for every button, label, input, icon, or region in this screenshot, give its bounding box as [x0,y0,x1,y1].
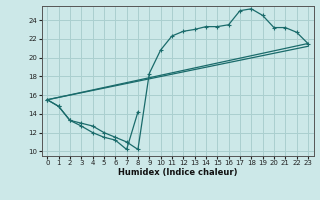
X-axis label: Humidex (Indice chaleur): Humidex (Indice chaleur) [118,168,237,177]
